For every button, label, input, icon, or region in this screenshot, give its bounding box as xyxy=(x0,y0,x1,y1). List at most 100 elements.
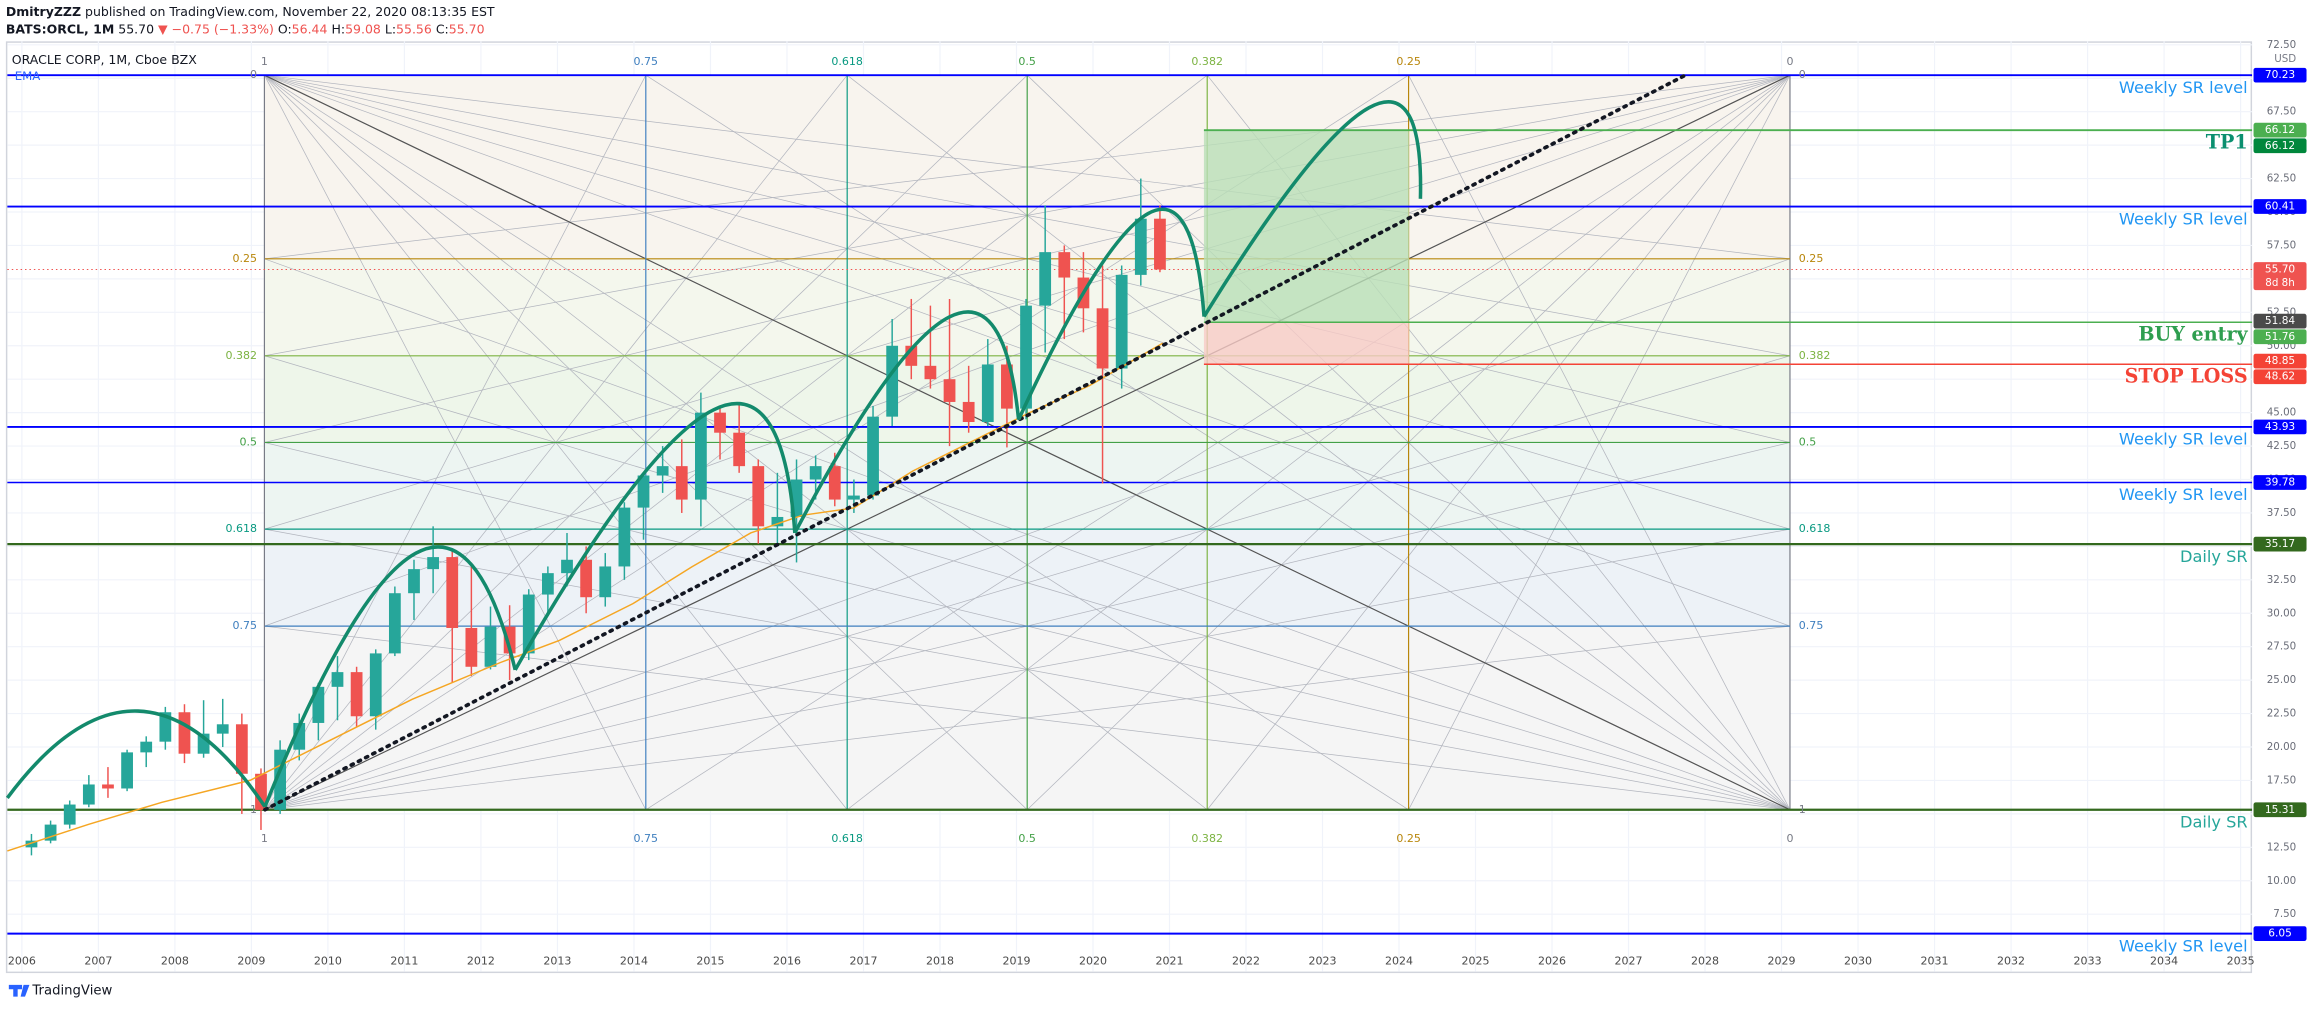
countdown: 8d 8h xyxy=(2265,277,2294,289)
price-tag-label: 35.17 xyxy=(2265,538,2295,550)
x-tick-label: 2013 xyxy=(543,954,571,967)
candle-body xyxy=(484,626,497,667)
candle-body xyxy=(331,672,344,687)
overlay-layer: 2006 2007 2008 2009 2010 2011 2012 2013 2014 2015… xyxy=(8,39,2307,967)
y-tick-label: 12.50 xyxy=(2267,841,2296,853)
candle-body xyxy=(848,495,860,500)
chart-frame xyxy=(5,41,2253,974)
x-tick-label: 2030 xyxy=(1844,954,1872,967)
logo xyxy=(8,984,30,997)
y-tick-label: 22.50 xyxy=(2267,708,2296,720)
x-tick-label: 2026 xyxy=(1538,954,1566,967)
candle-body xyxy=(44,824,57,841)
gann-label-top: 0.382 xyxy=(1191,55,1223,68)
gann-label-right: 0 xyxy=(1799,68,1806,81)
price-tag-label: 55.70 xyxy=(2265,264,2296,276)
gann-label-top: 0.618 xyxy=(831,55,863,68)
gann-label-right: 0.618 xyxy=(1799,522,1831,535)
candle-body xyxy=(522,594,535,654)
candle-body xyxy=(63,804,76,825)
arc xyxy=(5,709,267,808)
y-tick-label: 37.50 xyxy=(2267,507,2296,519)
x-tick-label: 2020 xyxy=(1079,954,1107,967)
gann-label-left: 1 xyxy=(250,803,257,816)
x-tick-label: 2012 xyxy=(467,954,495,967)
candle-body xyxy=(140,741,153,753)
candle-body xyxy=(216,724,229,734)
candle-body xyxy=(197,733,210,754)
level-label: Weekly SR level xyxy=(2119,936,2248,955)
x-tick-label: 2007 xyxy=(84,954,112,967)
y-tick-label: 67.50 xyxy=(2267,106,2296,118)
publish-line: DmitryZZZ published on TradingView.com, … xyxy=(6,3,495,18)
candle-body xyxy=(25,840,38,848)
footer-brand: TradingView xyxy=(31,984,112,999)
price-tag-label: 66.12 xyxy=(2265,140,2295,152)
y-tick-label: 30.00 xyxy=(2267,607,2296,619)
level-label: STOP LOSS xyxy=(2125,364,2248,387)
level-label: Weekly SR level xyxy=(2119,209,2248,228)
x-tick-label: 2028 xyxy=(1691,954,1719,967)
y-tick-label: 25.00 xyxy=(2267,674,2296,686)
price-tag xyxy=(2253,138,2307,154)
price-tag xyxy=(2253,475,2307,490)
x-tick-label: 2024 xyxy=(1385,954,1413,967)
published: published on TradingView.com, November 2… xyxy=(85,3,495,18)
candle-body xyxy=(255,773,267,810)
x-tick-label: 2033 xyxy=(2074,954,2102,967)
gann-label-top: 0.5 xyxy=(1018,55,1036,68)
footer: TradingView xyxy=(8,984,113,999)
x-tick-label: 2011 xyxy=(390,954,418,967)
candle-body xyxy=(408,569,420,594)
price-tag-label: 43.93 xyxy=(2265,421,2295,433)
arc xyxy=(263,545,517,808)
price-tag xyxy=(2253,199,2307,214)
change: ▼ −0.75 (−1.33%) xyxy=(158,21,274,36)
gann-label-left: 0.5 xyxy=(240,435,258,448)
candle-body xyxy=(1058,252,1071,278)
x-tick-label: 2009 xyxy=(237,954,265,967)
x-tick-label: 2008 xyxy=(161,954,189,967)
ema-line xyxy=(7,342,1164,852)
drawings xyxy=(5,73,1688,852)
candle-body xyxy=(867,416,879,496)
gann-label-bottom: 0.382 xyxy=(1191,832,1223,845)
level-label: Weekly SR level xyxy=(2119,430,2248,449)
candle-body xyxy=(771,516,784,527)
trend-line xyxy=(263,73,1688,812)
gann-label-left: 0.382 xyxy=(226,349,258,362)
candle-body xyxy=(1154,218,1166,270)
level-label: Daily SR xyxy=(2180,813,2248,832)
candle-body xyxy=(790,479,803,517)
x-tick-label: 2015 xyxy=(696,954,724,967)
candle-body xyxy=(561,559,573,574)
candle-body xyxy=(714,412,726,433)
gann-label-top: 1 xyxy=(261,55,268,68)
price-tag-label: 51.84 xyxy=(2265,315,2296,327)
symbol: BATS:ORCL, 1M xyxy=(6,21,114,36)
y-tick-label: 72.50 xyxy=(2267,39,2296,51)
price-tag xyxy=(2253,802,2307,818)
candle-body xyxy=(905,345,918,366)
c-value: 55.70 xyxy=(449,21,485,36)
c-key: C: xyxy=(436,21,449,36)
x-tick-label: 2021 xyxy=(1155,954,1183,967)
gann-label-left: 0.75 xyxy=(233,619,258,632)
price-tag xyxy=(2253,67,2307,83)
level-label: TP1 xyxy=(2206,130,2248,153)
candle-body xyxy=(675,466,688,500)
x-tick-label: 2035 xyxy=(2227,954,2255,967)
price-tag xyxy=(2253,122,2307,138)
o-value: 56.44 xyxy=(292,21,328,36)
position-loss xyxy=(1203,322,1409,365)
price-tag xyxy=(2253,329,2307,345)
candle-body xyxy=(637,475,650,508)
gann-label-right: 0.75 xyxy=(1799,619,1824,632)
y-tick-label: 57.50 xyxy=(2267,239,2296,251)
price-tag-label: 60.41 xyxy=(2265,201,2295,213)
gann-label-bottom: 0.75 xyxy=(634,832,659,845)
gann-label-left: 0 xyxy=(250,68,257,81)
candle-body xyxy=(1115,274,1128,369)
y-tick-label: 32.50 xyxy=(2267,574,2296,586)
